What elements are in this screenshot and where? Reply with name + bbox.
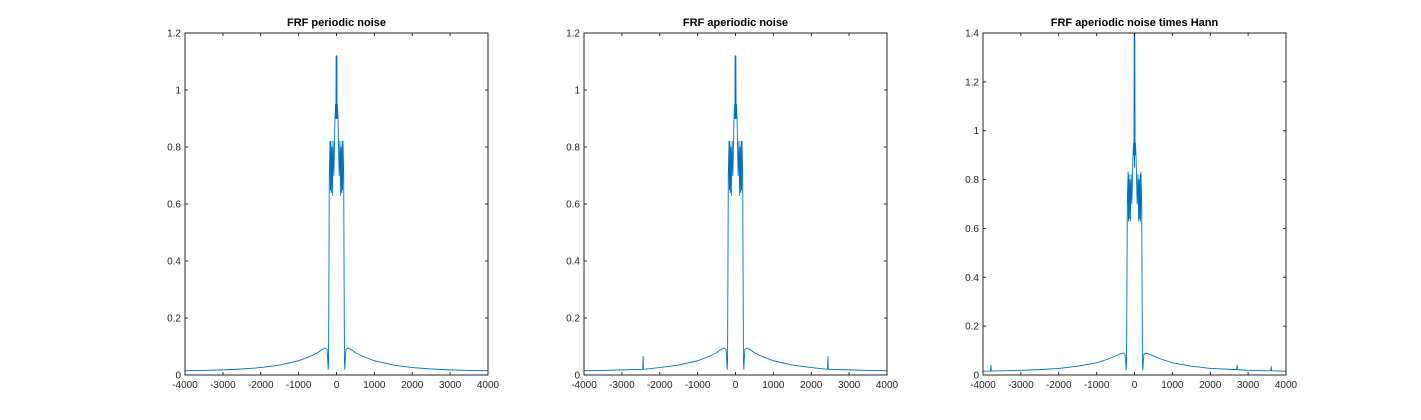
y-tick-label: 0.2 bbox=[965, 322, 979, 333]
x-tick-label: 4000 bbox=[1275, 380, 1298, 391]
x-tick-label: 0 bbox=[733, 380, 739, 391]
x-tick-label: -3000 bbox=[210, 380, 236, 391]
x-tick-label: 4000 bbox=[876, 380, 899, 391]
x-tick-label: -2000 bbox=[647, 380, 673, 391]
y-tick-label: 0.6 bbox=[566, 200, 580, 211]
y-tick-label: 0.4 bbox=[965, 273, 979, 284]
x-tick-label: 1000 bbox=[1161, 380, 1184, 391]
y-tick-label: 0.8 bbox=[965, 175, 979, 186]
x-tick-label: -4000 bbox=[970, 380, 996, 391]
y-tick-label: 1.2 bbox=[167, 29, 181, 40]
subplot-frf-aperiodic-noise-times-hann: FRF aperiodic noise times Hann -4000 -3000… bbox=[965, 17, 1297, 391]
x-tick-label: -2000 bbox=[1046, 380, 1072, 391]
y-tick-label: 0 bbox=[175, 371, 181, 382]
x-tick-label: 0 bbox=[334, 380, 340, 391]
chart-title: FRF periodic noise bbox=[287, 17, 386, 29]
x-tick-label: -4000 bbox=[172, 380, 198, 391]
x-tick-label: 3000 bbox=[1237, 380, 1260, 391]
x-tick-label: 1000 bbox=[762, 380, 785, 391]
x-tick-label: -3000 bbox=[1008, 380, 1034, 391]
x-tick-label: -1000 bbox=[1084, 380, 1110, 391]
y-tick-label: 0.6 bbox=[167, 200, 181, 211]
y-tick-label: 1.2 bbox=[965, 77, 979, 88]
x-tick-label: -1000 bbox=[286, 380, 312, 391]
y-tick-label: 0.4 bbox=[566, 257, 580, 268]
subplot-frf-periodic-noise: FRF periodic noise -4000 -3000 -2000 -1000 0 1… bbox=[167, 17, 499, 391]
series-line bbox=[982, 32, 1287, 372]
y-tick-label: 1.4 bbox=[965, 29, 979, 40]
y-tick-label: 0.8 bbox=[566, 143, 580, 154]
x-tick-label: 3000 bbox=[439, 380, 462, 391]
x-tick-label: 4000 bbox=[477, 380, 500, 391]
chart-title: FRF aperiodic noise bbox=[683, 17, 788, 29]
chart-title: FRF aperiodic noise times Hann bbox=[1051, 17, 1219, 29]
x-tick-label: -2000 bbox=[248, 380, 274, 391]
x-tick-label: 2000 bbox=[401, 380, 424, 391]
y-tick-label: 1 bbox=[574, 86, 580, 97]
y-tick-label: 0.4 bbox=[167, 257, 181, 268]
x-tick-label: 3000 bbox=[838, 380, 861, 391]
x-tick-label: -3000 bbox=[609, 380, 635, 391]
subplot-frf-aperiodic-noise: FRF aperiodic noise -4000 -3000 -2000 -1000 0… bbox=[566, 17, 898, 391]
series-line bbox=[184, 55, 489, 372]
x-tick-label: 2000 bbox=[800, 380, 823, 391]
y-tick-label: 0.2 bbox=[566, 314, 580, 325]
x-tick-label: -1000 bbox=[685, 380, 711, 391]
series-line bbox=[583, 55, 888, 372]
y-tick-label: 0 bbox=[973, 371, 979, 382]
x-tick-label: 1000 bbox=[363, 380, 386, 391]
x-tick-label: -4000 bbox=[571, 380, 597, 391]
y-tick-label: 0.6 bbox=[965, 224, 979, 235]
y-tick-label: 0.2 bbox=[167, 314, 181, 325]
y-tick-label: 1 bbox=[973, 126, 979, 137]
x-tick-label: 2000 bbox=[1199, 380, 1222, 391]
y-tick-label: 0 bbox=[574, 371, 580, 382]
y-tick-label: 1.2 bbox=[566, 29, 580, 40]
y-tick-label: 0.8 bbox=[167, 143, 181, 154]
y-tick-label: 1 bbox=[175, 86, 181, 97]
x-tick-label: 0 bbox=[1132, 380, 1138, 391]
